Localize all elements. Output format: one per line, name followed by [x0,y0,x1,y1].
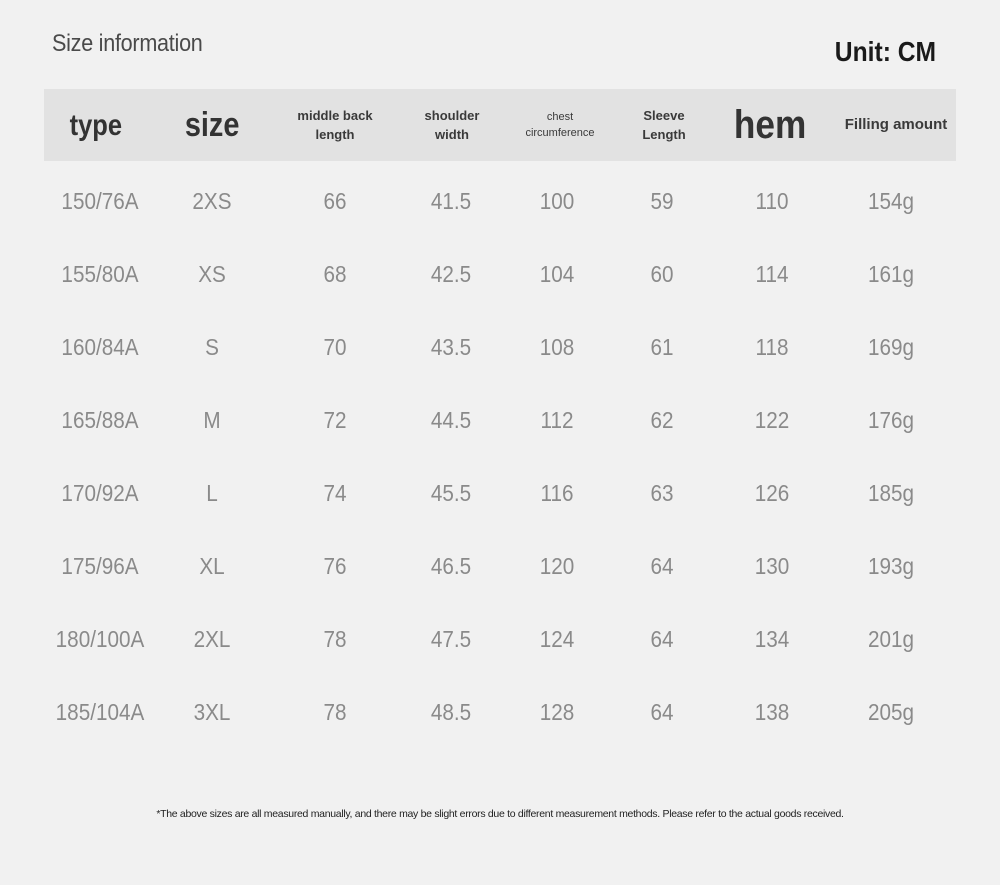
cell-size: S [205,334,219,360]
cell-size: XL [199,553,225,579]
footnote: *The above sizes are all measured manual… [156,808,844,820]
cell-shoulder-width: 46.5 [430,553,472,579]
cell-shoulder-width: 47.5 [430,626,472,652]
cell-size: M [203,407,221,433]
cell-hem: 114 [755,261,789,287]
cell-shoulder-width: 45.5 [430,480,472,506]
cell-size: 3XL [193,699,231,725]
cell-sleeve-length: 63 [650,480,674,506]
cell-type: 175/96A [61,553,139,579]
cell-filling-amount: 201g [867,626,915,652]
cell-type: 170/92A [61,480,139,506]
cell-chest-circumference: 124 [539,626,575,652]
cell-size: 2XS [192,188,232,214]
cell-size: XS [198,261,226,287]
cell-chest-circumference: 112 [540,407,574,433]
cell-chest-circumference: 120 [539,553,575,579]
cell-hem: 134 [754,626,790,652]
cell-filling-amount: 185g [867,480,915,506]
cell-filling-amount: 169g [867,334,915,360]
cell-type: 150/76A [61,188,139,214]
cell-shoulder-width: 48.5 [430,699,472,725]
cell-middle-back-length: 72 [323,407,347,433]
cell-hem: 138 [754,699,790,725]
cell-sleeve-length: 61 [650,334,674,360]
cell-middle-back-length: 78 [323,626,347,652]
cell-type: 155/80A [61,261,139,287]
cell-shoulder-width: 41.5 [430,188,472,214]
cell-type: 160/84A [61,334,139,360]
cell-filling-amount: 193g [867,553,915,579]
cell-shoulder-width: 44.5 [430,407,472,433]
cell-chest-circumference: 108 [539,334,575,360]
header-filling-amount: Filling amount [844,115,948,133]
cell-shoulder-width: 42.5 [430,261,472,287]
cell-chest-circumference: 116 [540,480,574,506]
cell-middle-back-length: 68 [323,261,347,287]
cell-type: 165/88A [61,407,139,433]
cell-filling-amount: 205g [867,699,915,725]
cell-chest-circumference: 104 [539,261,575,287]
cell-middle-back-length: 70 [323,334,347,360]
cell-hem: 126 [754,480,790,506]
table-header [44,89,956,161]
cell-sleeve-length: 62 [650,407,674,433]
unit-label: Unit: CM [834,36,936,67]
header-sleeve-length: Sleeve Length [642,107,686,143]
cell-middle-back-length: 78 [323,699,347,725]
cell-chest-circumference: 100 [539,188,575,214]
cell-filling-amount: 176g [867,407,915,433]
cell-type: 180/100A [55,626,145,652]
cell-middle-back-length: 74 [323,480,347,506]
cell-sleeve-length: 64 [650,553,674,579]
cell-filling-amount: 154g [867,188,915,214]
header-type: type [69,108,123,142]
header-size: size [184,105,240,144]
cell-filling-amount: 161g [867,261,915,287]
cell-hem: 110 [755,188,789,214]
cell-hem: 130 [754,553,790,579]
cell-sleeve-length: 64 [650,626,674,652]
cell-hem: 122 [754,407,790,433]
cell-type: 185/104A [55,699,145,725]
cell-hem: 118 [755,334,789,360]
cell-size: 2XL [193,626,231,652]
cell-chest-circumference: 128 [539,699,575,725]
page-title: Size information [52,30,203,57]
cell-sleeve-length: 60 [650,261,674,287]
header-shoulder-width: shoulder width [424,107,480,143]
cell-middle-back-length: 66 [323,188,347,214]
header-middle-back-length: middle back length [297,107,373,143]
cell-shoulder-width: 43.5 [430,334,472,360]
cell-middle-back-length: 76 [323,553,347,579]
header-chest-circumference: chest circumference [525,110,595,140]
cell-sleeve-length: 59 [650,188,674,214]
header-hem: hem [733,103,807,147]
cell-sleeve-length: 64 [650,699,674,725]
cell-size: L [206,480,218,506]
